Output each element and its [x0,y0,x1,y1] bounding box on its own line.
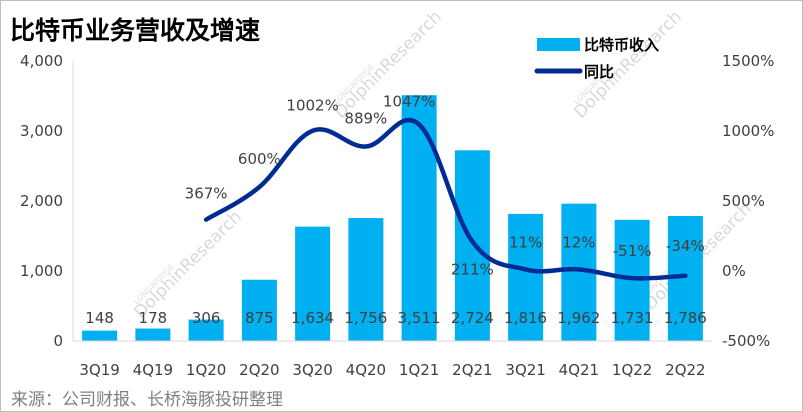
x-axis-category-label: 3Q21 [505,361,545,379]
line-value-label: 367% [185,185,228,203]
x-axis-category-label: 3Q20 [292,361,332,379]
left-axis-tick-label: 0 [53,332,63,350]
growth-line [203,117,688,281]
line-value-label: 600% [238,150,281,168]
right-axis-tick-label: -500% [722,332,770,350]
bar-value-label: 2,724 [451,309,494,327]
bar-value-label: 1,816 [504,309,547,327]
left-axis-tick-label: 2,000 [20,192,63,210]
line-value-label: 12% [562,233,595,251]
right-axis: -500% 0% 500% 1000% 1500% [722,52,774,350]
x-axis-category-label: 4Q19 [133,361,173,379]
x-axis-category-label: 1Q21 [399,361,439,379]
line-value-label: 1047% [383,92,435,110]
bar [135,328,171,341]
bar-value-label: 1,962 [557,309,600,327]
bar-value-label: 1,731 [611,309,654,327]
bar [401,95,437,341]
bar-value-label: 178 [139,309,168,327]
line-series [203,117,688,281]
right-axis-tick-label: 1500% [722,52,774,70]
legend: 比特币收入 同比 [534,36,659,81]
bar-value-label: 3,511 [398,309,441,327]
bar-series [82,95,703,341]
watermarks: DolphinResearchLONGBRIDGEDolphinResearch… [130,7,755,322]
chart-title: 比特币业务营收及增速 [10,16,260,45]
bar-value-label: 1,756 [344,309,387,327]
bar-value-label: 875 [245,309,274,327]
watermark-text: DolphinResearch [130,207,245,322]
x-axis-category-label: 1Q20 [186,361,226,379]
line-value-label: -51% [613,242,652,260]
legend-bar-swatch [537,38,580,51]
x-axis-category-label: 4Q21 [559,361,599,379]
bar [82,330,118,341]
bar [241,279,277,341]
line-value-labels: 367% 600% 1002% 889%1047% 211% 11% 12% -51% -34% [185,92,705,278]
x-axis-category-label: 2Q22 [665,361,705,379]
left-axis-tick-label: 3,000 [20,122,63,140]
x-axis-category-label: 2Q20 [239,361,279,379]
x-axis-category-label: 4Q20 [346,361,386,379]
bar [188,319,224,341]
legend-bar-label: 比特币收入 [584,36,659,54]
legend-line-label: 同比 [584,63,614,81]
x-axis-category-label: 1Q22 [612,361,652,379]
bar-value-labels: 148 178 306 875 1,634 1,756 3,511 2,724 1,816 1,9… [85,309,707,327]
line-value-label: 889% [344,110,387,128]
line-value-label: 1002% [286,97,338,115]
right-axis-tick-label: 1000% [722,122,774,140]
left-axis: 0 1,000 2,000 3,000 4,000 [20,52,74,350]
right-axis-tick-label: 0% [722,262,746,280]
bar [454,150,490,341]
line-value-label: -34% [666,237,705,255]
bar [295,226,331,341]
source-note: 来源：公司财报、长桥海豚投研整理 [11,390,283,410]
bar-value-label: 148 [85,309,114,327]
x-axis-category-label: 2Q21 [452,361,492,379]
x-axis-category-label: 3Q19 [79,361,119,379]
line-value-label: 11% [509,233,542,251]
bar-value-label: 1,634 [291,309,334,327]
bar-value-label: 1,786 [664,309,707,327]
bar [508,213,544,341]
bar [348,218,384,341]
bar-value-label: 306 [192,309,221,327]
x-axis: 3Q19 4Q19 1Q20 2Q20 3Q20 4Q20 1Q21 2Q21 3Q21 4Q21… [73,340,712,379]
right-axis-tick-label: 500% [722,192,765,210]
left-axis-tick-label: 1,000 [20,262,63,280]
left-axis-tick-label: 4,000 [20,52,63,70]
line-value-label: 211% [451,260,494,278]
